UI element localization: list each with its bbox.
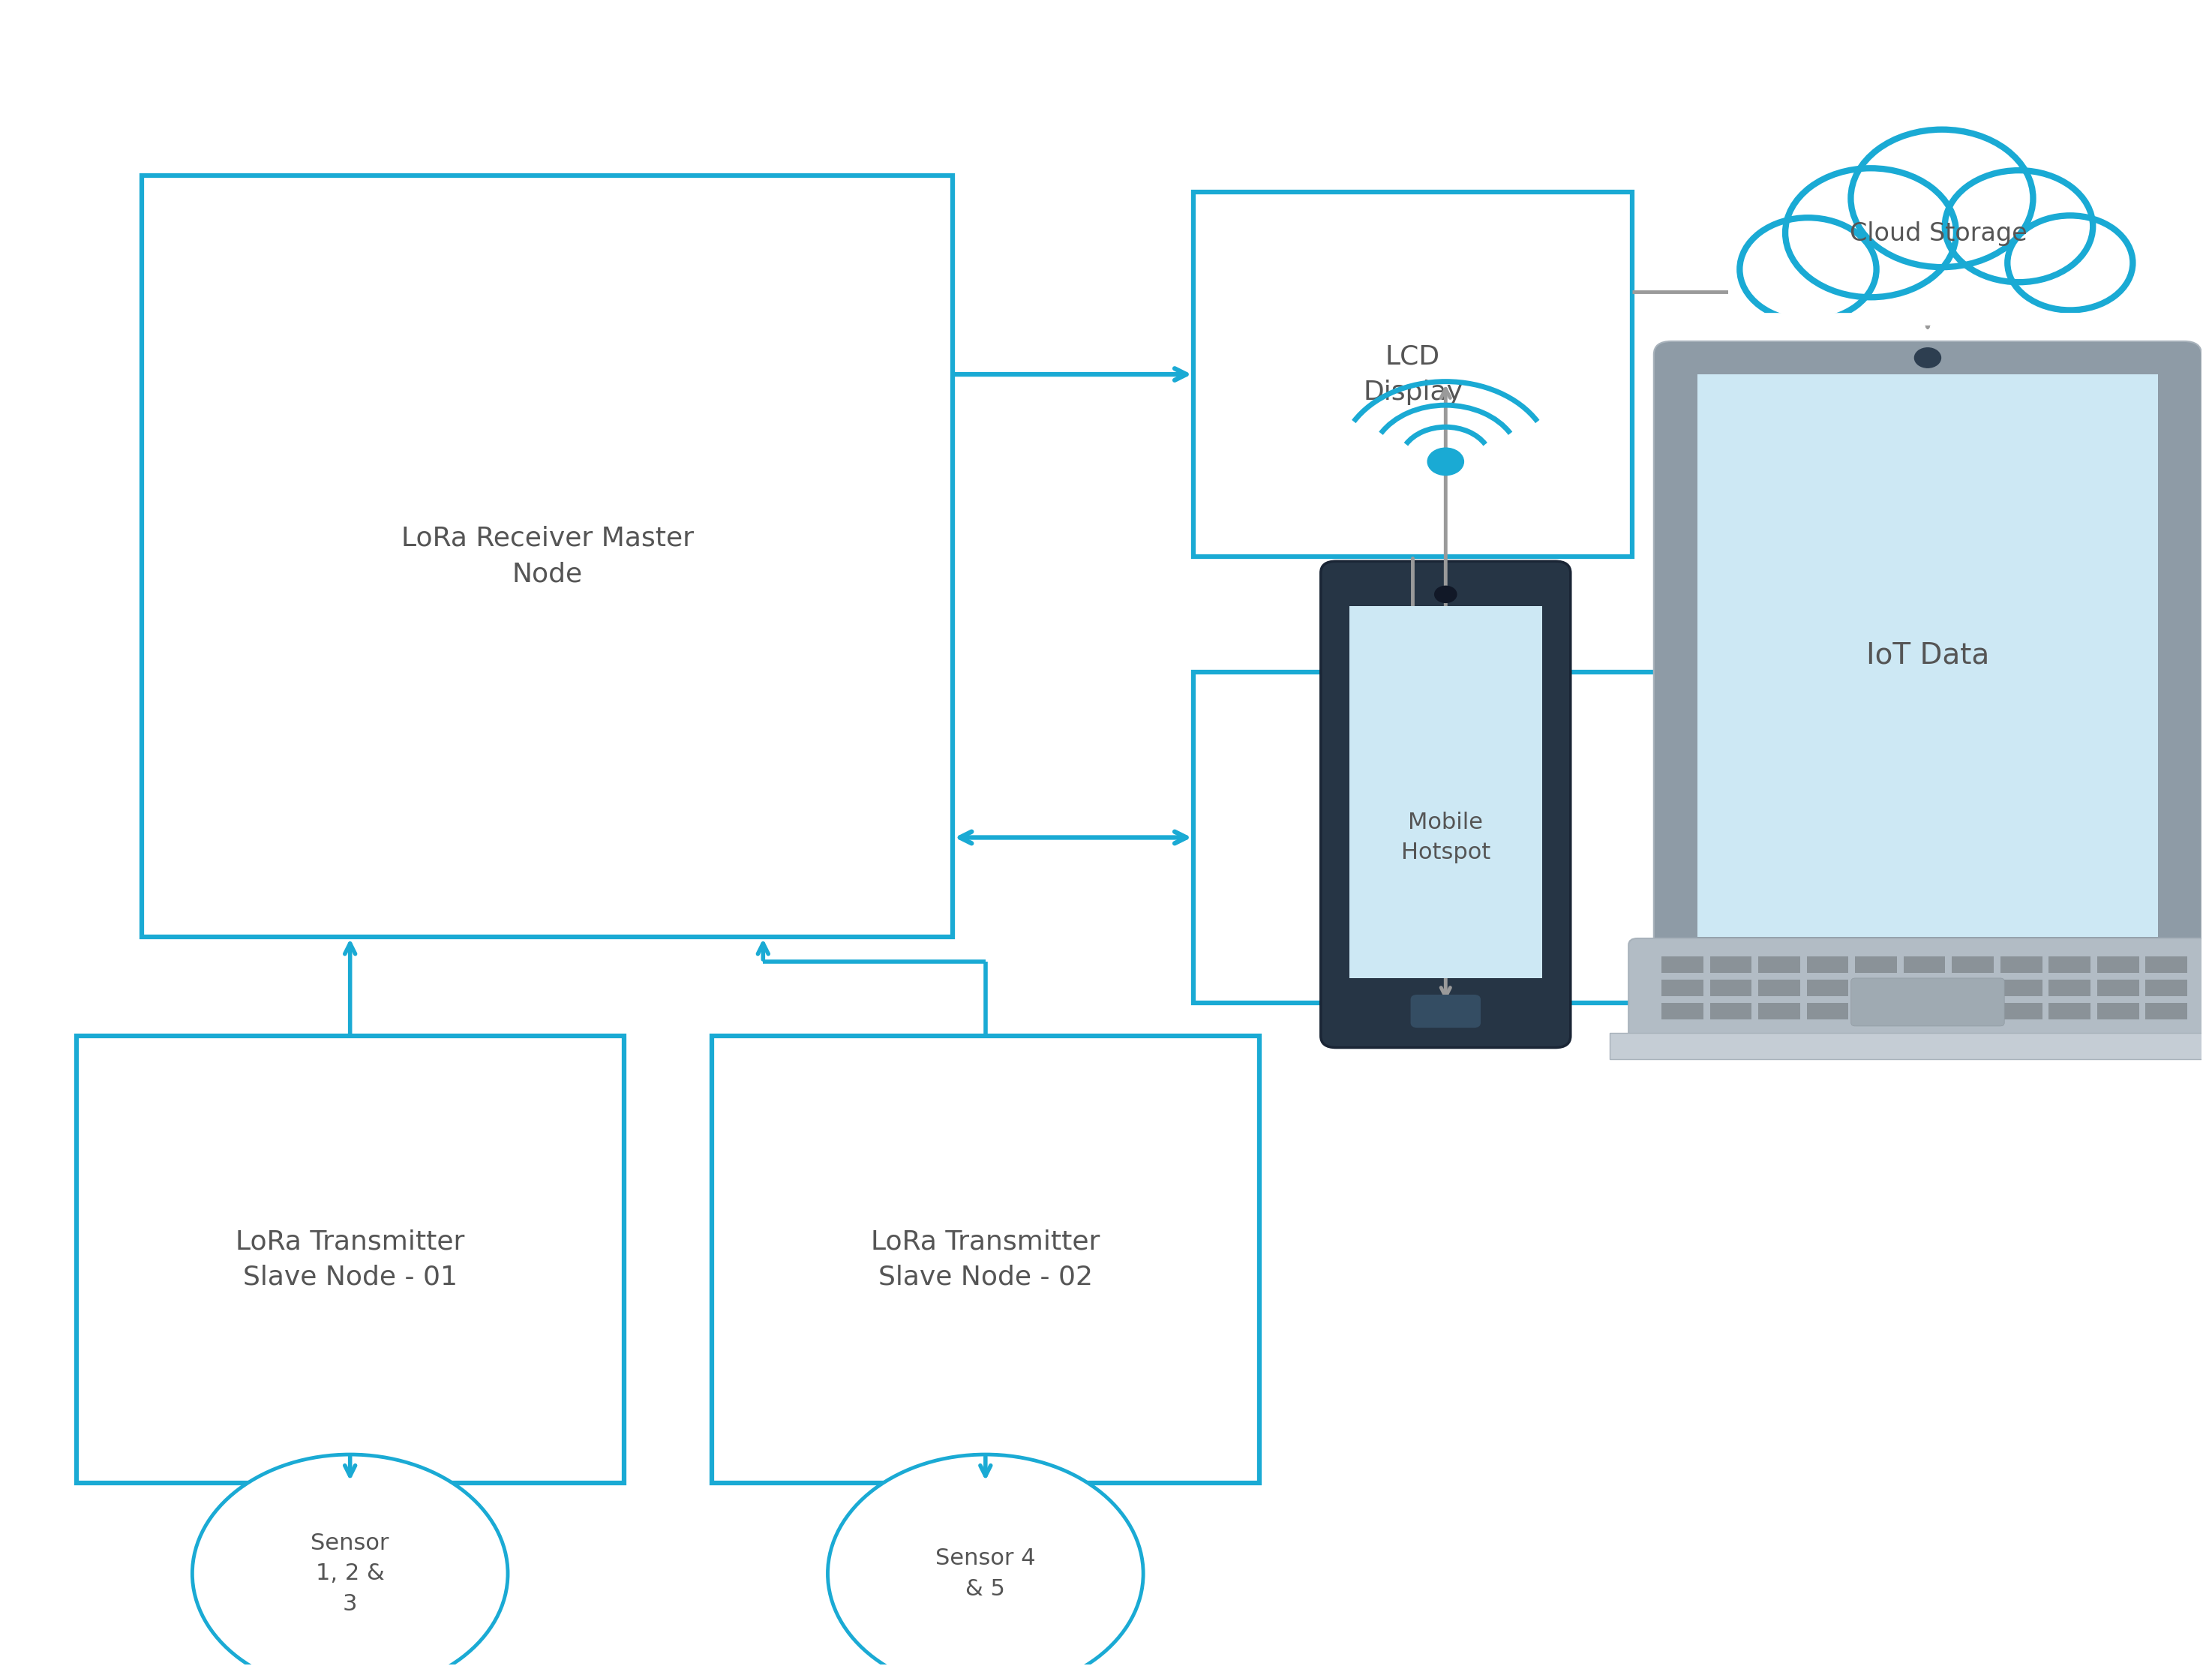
- FancyBboxPatch shape: [142, 176, 953, 936]
- Circle shape: [1916, 348, 1940, 369]
- FancyBboxPatch shape: [1321, 561, 1571, 1047]
- Text: Mobile
Hotspot: Mobile Hotspot: [1400, 811, 1491, 864]
- FancyBboxPatch shape: [2000, 1003, 2042, 1020]
- FancyBboxPatch shape: [2146, 1003, 2188, 1020]
- FancyBboxPatch shape: [1856, 1003, 1898, 1020]
- FancyBboxPatch shape: [1807, 980, 1849, 997]
- FancyBboxPatch shape: [1728, 243, 2128, 318]
- FancyBboxPatch shape: [1194, 193, 1632, 556]
- FancyBboxPatch shape: [1710, 980, 1752, 997]
- FancyBboxPatch shape: [1856, 980, 1898, 997]
- FancyBboxPatch shape: [1807, 1003, 1849, 1020]
- FancyBboxPatch shape: [1851, 978, 2004, 1027]
- Circle shape: [1851, 129, 2033, 266]
- FancyBboxPatch shape: [1194, 672, 1697, 1003]
- FancyBboxPatch shape: [1661, 1003, 1703, 1020]
- FancyBboxPatch shape: [1628, 938, 2212, 1042]
- FancyBboxPatch shape: [1951, 980, 1993, 997]
- FancyBboxPatch shape: [2097, 980, 2139, 997]
- FancyBboxPatch shape: [712, 1037, 1259, 1482]
- FancyBboxPatch shape: [2048, 980, 2090, 997]
- FancyBboxPatch shape: [1807, 956, 1849, 973]
- Text: ESP8266 Wi-Fi
Module: ESP8266 Wi-Fi Module: [1349, 807, 1542, 868]
- FancyBboxPatch shape: [2000, 980, 2042, 997]
- Circle shape: [192, 1454, 509, 1675]
- FancyBboxPatch shape: [1349, 606, 1542, 978]
- Text: LoRa Transmitter
Slave Node - 02: LoRa Transmitter Slave Node - 02: [872, 1229, 1099, 1290]
- FancyBboxPatch shape: [1411, 995, 1480, 1028]
- Text: Sensor 4
& 5: Sensor 4 & 5: [936, 1548, 1035, 1600]
- FancyBboxPatch shape: [1951, 1003, 1993, 1020]
- FancyBboxPatch shape: [1759, 980, 1801, 997]
- FancyBboxPatch shape: [1710, 956, 1752, 973]
- Text: IoT Data: IoT Data: [1867, 642, 1989, 670]
- FancyBboxPatch shape: [1759, 1003, 1801, 1020]
- Circle shape: [1739, 218, 1876, 322]
- FancyBboxPatch shape: [2048, 1003, 2090, 1020]
- Text: Sensor
1, 2 &
3: Sensor 1, 2 & 3: [312, 1533, 389, 1615]
- FancyBboxPatch shape: [1697, 374, 2157, 936]
- Circle shape: [2008, 216, 2132, 310]
- Text: LCD
Display: LCD Display: [1363, 343, 1462, 405]
- FancyBboxPatch shape: [2097, 956, 2139, 973]
- Circle shape: [1785, 168, 1955, 296]
- Text: Cloud Storage: Cloud Storage: [1849, 221, 2028, 246]
- FancyBboxPatch shape: [2000, 956, 2042, 973]
- FancyBboxPatch shape: [2146, 956, 2188, 973]
- Circle shape: [1944, 171, 2093, 281]
- FancyBboxPatch shape: [1610, 1033, 2212, 1059]
- FancyBboxPatch shape: [1905, 956, 1944, 973]
- FancyBboxPatch shape: [1905, 980, 1944, 997]
- FancyBboxPatch shape: [1710, 1003, 1752, 1020]
- FancyBboxPatch shape: [1856, 956, 1898, 973]
- Text: LoRa Receiver Master
Node: LoRa Receiver Master Node: [400, 526, 695, 586]
- Circle shape: [1436, 586, 1455, 603]
- FancyBboxPatch shape: [1905, 1003, 1944, 1020]
- FancyBboxPatch shape: [1661, 956, 1703, 973]
- FancyBboxPatch shape: [1951, 956, 1993, 973]
- FancyBboxPatch shape: [2146, 980, 2188, 997]
- FancyBboxPatch shape: [1759, 956, 1801, 973]
- FancyBboxPatch shape: [2097, 1003, 2139, 1020]
- FancyBboxPatch shape: [75, 1037, 624, 1482]
- FancyBboxPatch shape: [1655, 342, 2201, 966]
- FancyBboxPatch shape: [2048, 956, 2090, 973]
- Circle shape: [1427, 447, 1464, 476]
- Text: LoRa Transmitter
Slave Node - 01: LoRa Transmitter Slave Node - 01: [234, 1229, 465, 1290]
- Circle shape: [827, 1454, 1144, 1675]
- FancyBboxPatch shape: [1661, 980, 1703, 997]
